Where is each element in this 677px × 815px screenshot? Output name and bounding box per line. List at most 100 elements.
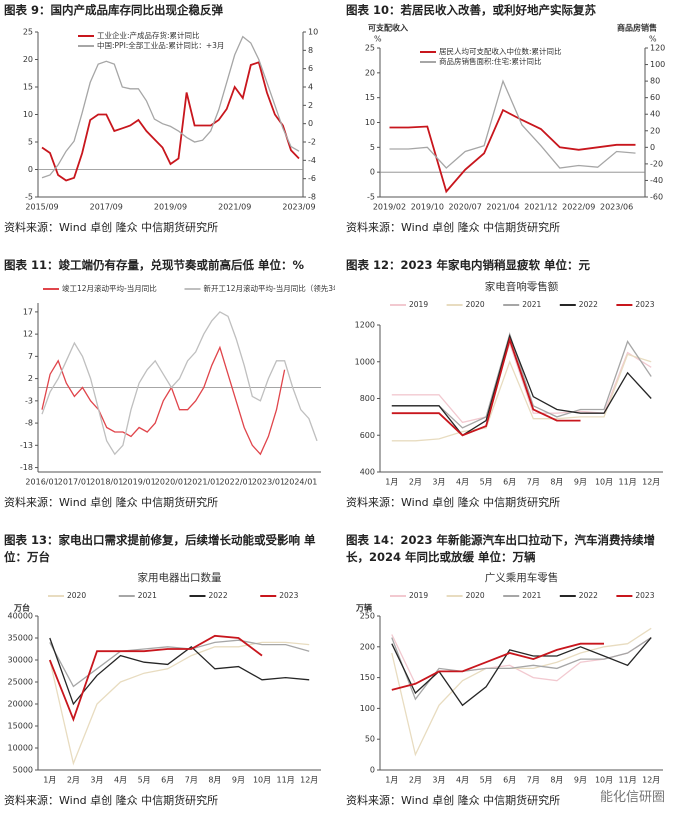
legend-label: 2019 [409,300,428,309]
x-tick-label: 9月 [574,776,587,785]
y2-tick-label: 120 [650,44,665,53]
y-tick-label: 30000 [8,656,33,665]
y-tick-label: 10000 [8,744,33,753]
chart-title: 家用电器出口数量 [138,571,222,584]
series-line [49,637,310,706]
y2-tick-label: -2 [308,138,316,147]
y-tick-label: 5 [28,138,33,147]
x-tick-label: 9月 [232,776,245,785]
x-tick-label: 2017/09 [90,203,123,212]
watermark: 能化信研圈 [599,790,665,805]
legend-label: 2022 [209,591,228,600]
y-tick-label: 250 [360,612,375,621]
x-tick-label: 4月 [114,776,127,785]
chart-source: 资料来源：Wind 卓创 隆众 中信期货研究所 [4,496,219,509]
y-axis-label: 万台 [13,603,30,613]
chart-panel: 图表 10：若居民收入改善，或利好地产实际复苏 -5 0 5 10 15 20 25 -60 -4… [342,0,677,237]
chart: -5 0 5 10 15 20 25 -8 -6 -4 -2 0 2 4 6 8 10 2015/09 2017/0… [23,28,318,212]
chart-caption: 图表 12：2023 年家电内销稍显疲软 单位：元 [346,258,591,272]
y-tick-label: 15 [23,83,33,92]
x-tick-label: 5月 [480,478,493,487]
chart-caption: 图表 13：家电出口需求提前修复，后续增长动能或受影响 单位：万台 [4,533,316,564]
y-tick-label: 10 [23,110,33,119]
y2-tick-label: 60 [650,93,660,102]
x-tick-label: 2022/01 [219,478,252,487]
chart-caption: 图表 9：国内产成品库存同比出现企稳反弹 [4,3,224,17]
series-line [48,634,263,722]
legend-label: 2021 [138,591,157,600]
chart-caption: 图表 10：若居民收入改善，或利好地产实际复苏 [346,3,597,17]
y-tick-label: 25 [365,44,375,53]
x-tick-label: 12月 [300,776,318,785]
series-line [49,641,310,766]
legend-label: 2019 [409,591,428,600]
y2-tick-label: 4 [308,83,313,92]
x-tick-label: 2024/01 [284,478,317,487]
x-tick-label: 12月 [642,478,660,487]
x-tick-label: 2021/01 [187,478,220,487]
x-tick-label: 6月 [161,776,174,785]
series-line [41,61,300,182]
x-tick-label: 7月 [185,776,198,785]
y2-tick-label: 8 [308,46,313,55]
y-axis-label: 万辆 [355,603,372,613]
y-tick-label: 50 [365,735,375,744]
x-tick-label: 6月 [503,478,516,487]
y-tick-label: -3 [25,396,33,405]
y-tick-label: 15000 [8,722,33,731]
y-tick-label: 5000 [13,766,33,775]
x-tick-label: 12月 [642,776,660,785]
series-line [391,642,604,691]
x-tick-label: 8月 [550,478,563,487]
x-tick-label: 2022/09 [562,203,595,212]
chart-source: 资料来源：Wind 卓创 隆众 中信期货研究所 [4,221,219,234]
x-tick-label: 8月 [208,776,221,785]
x-tick-label: 4月 [456,478,469,487]
y2-tick-label: 0 [650,143,655,152]
x-tick-label: 2023/09 [282,203,315,212]
x-tick-label: 2020/07 [449,203,482,212]
x-tick-label: 9月 [574,478,587,487]
y-tick-label: 25 [23,28,33,37]
y2-tick-label: 6 [308,64,313,73]
y2-tick-label: 2 [308,101,313,110]
y-tick-label: 20 [365,68,375,77]
y2-tick-label: -6 [308,174,316,183]
y-tick-label: 40000 [8,612,33,621]
y2-axis-unit: % [649,35,657,44]
y-tick-label: 400 [360,468,375,477]
y-tick-label: 2 [28,374,33,383]
chart: -5 0 5 10 15 20 25 -60 -40 -20 0 20 40 60 80 100 120 可支配收… [365,23,665,212]
series-line [49,639,310,688]
series-line [391,627,652,757]
legend-label: 2020 [67,591,86,600]
y-tick-label: 0 [370,766,375,775]
legend-label: 2023 [635,300,654,309]
x-tick-label: 2023/01 [252,478,285,487]
chart-caption: 图表 14：2023 年新能源汽车出口拉动下，汽车消费持续增长，2024 年同比… [346,533,656,564]
y-tick-label: 1200 [355,321,375,330]
y-tick-label: 1000 [355,357,375,366]
y-tick-label: 100 [360,704,375,713]
series-line [389,79,636,169]
y-tick-label: -13 [20,441,33,450]
series-line [41,311,318,456]
legend-label: 2022 [579,300,598,309]
y2-tick-label: 10 [308,28,318,37]
y2-tick-label: 20 [650,126,660,135]
y-tick-label: 600 [360,431,375,440]
x-tick-label: 4月 [456,776,469,785]
x-tick-label: 2019/01 [122,478,155,487]
x-tick-label: 2018/01 [90,478,123,487]
x-tick-label: 2021/09 [218,203,251,212]
y2-tick-label: 0 [308,119,313,128]
y2-tick-label: 40 [650,110,660,119]
x-tick-label: 1月 [385,478,398,487]
series-line [391,341,652,424]
x-tick-label: 3月 [432,478,445,487]
x-tick-label: 3月 [432,776,445,785]
x-tick-label: 3月 [90,776,103,785]
y2-tick-label: -20 [650,159,663,168]
chart: -18 -13 -8 -3 2 7 12 17 2016/01 2017/01 2018/01 201… [20,283,335,487]
